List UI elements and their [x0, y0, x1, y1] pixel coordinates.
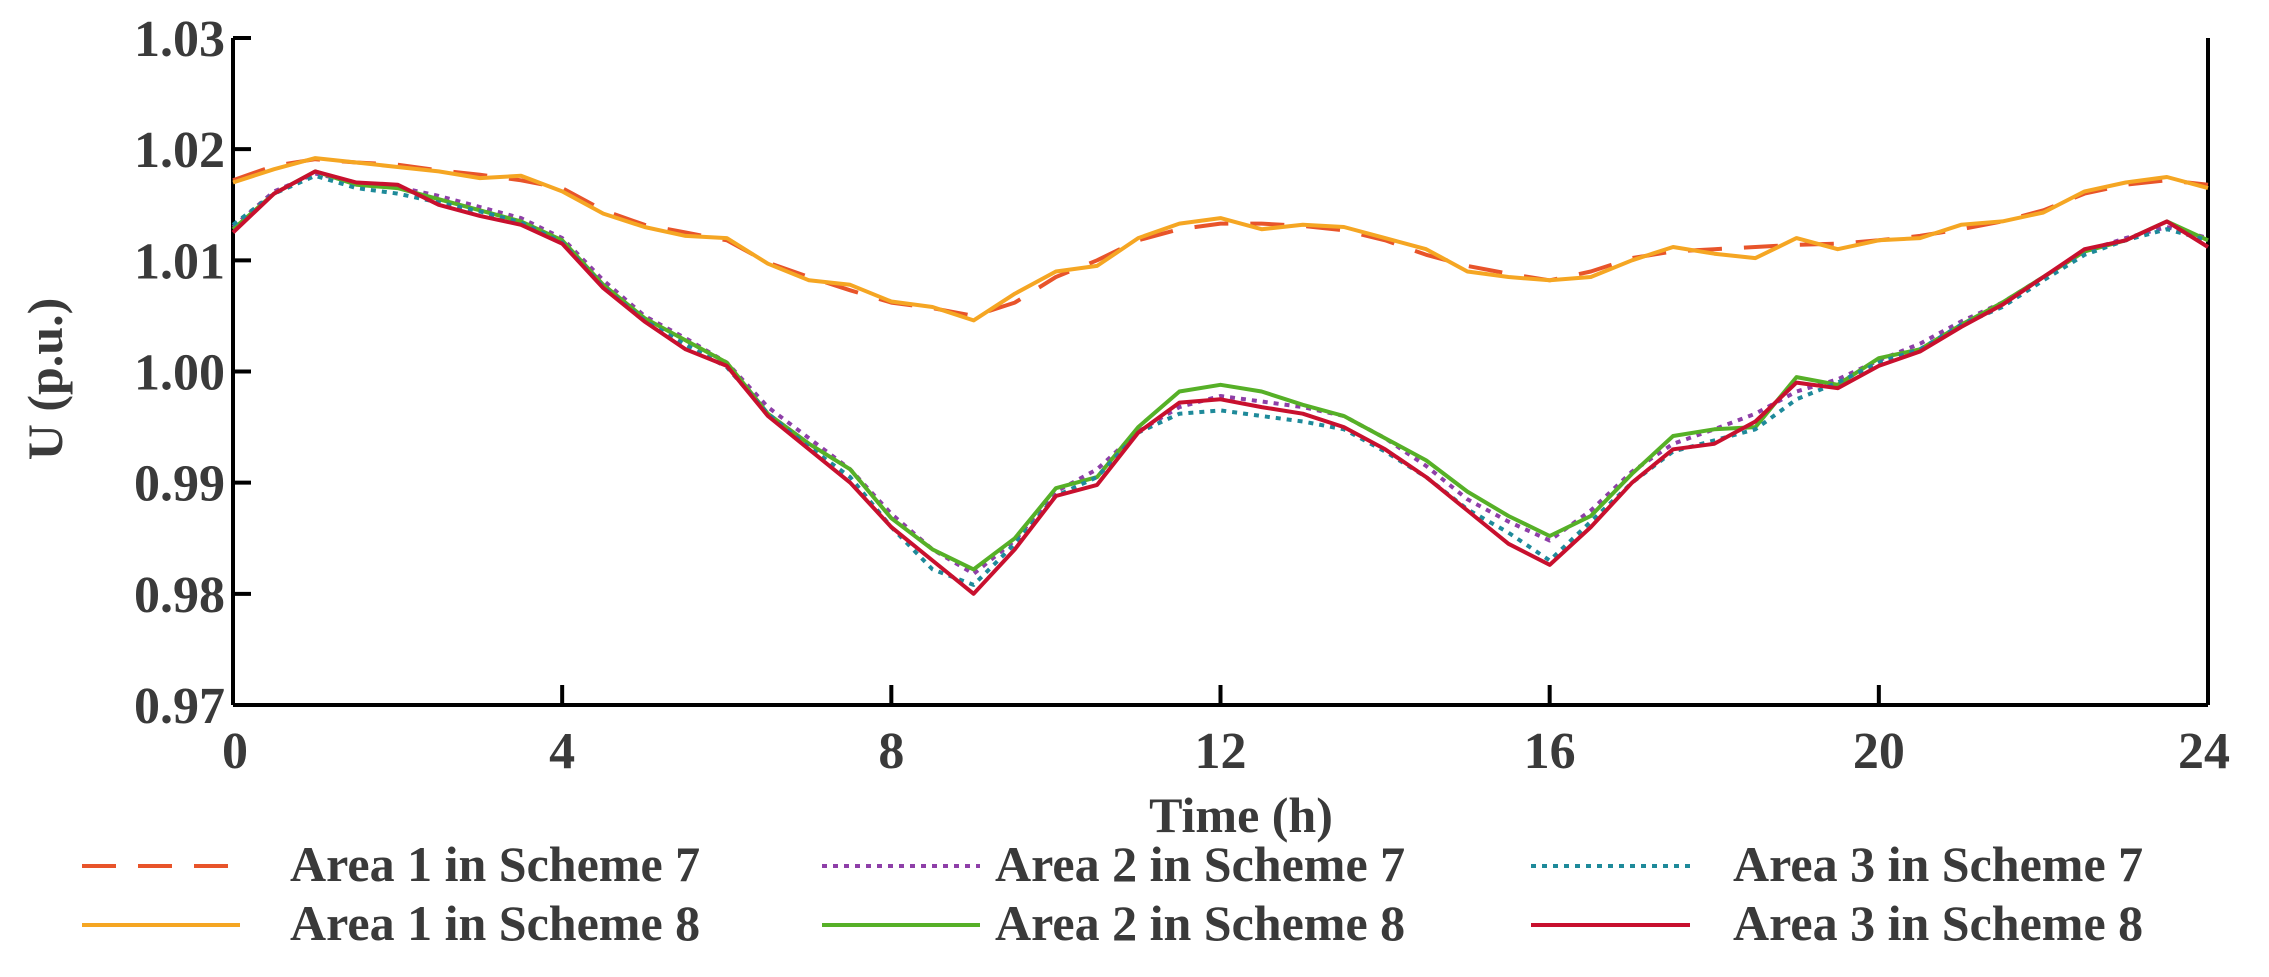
legend-label: Area 2 in Scheme 8	[995, 895, 1405, 951]
series-line-4	[231, 169, 2209, 572]
x-tick-label: 0	[222, 723, 248, 780]
y-tick-label: 1.03	[134, 11, 225, 68]
legend-label: Area 2 in Scheme 7	[995, 836, 1405, 892]
x-axis-title: Time (h)	[1149, 787, 1333, 843]
y-tick-label: 0.97	[134, 678, 225, 735]
legend-label: Area 3 in Scheme 7	[1733, 836, 2143, 892]
x-tick-label: 8	[878, 723, 904, 780]
y-tick-label: 1.01	[134, 233, 225, 290]
y-tick-label: 1.02	[134, 122, 225, 179]
x-tick-label: 20	[1853, 723, 1905, 780]
legend-label: Area 3 in Scheme 8	[1733, 895, 2143, 951]
legend-label: Area 1 in Scheme 8	[290, 895, 700, 951]
x-tick-label: 24	[2178, 723, 2230, 780]
x-tick-label: 16	[1524, 723, 1576, 780]
x-tick-label: 12	[1195, 723, 1247, 780]
x-axis: 0 4 8 12 16 20 24	[222, 685, 2230, 780]
series-line-3	[231, 171, 2209, 576]
legend-label: Area 1 in Scheme 7	[290, 836, 700, 892]
y-axis: 0.97 0.98 0.99 1.00 1.01 1.02 1.03	[134, 11, 251, 735]
y-tick-label: 0.99	[134, 456, 225, 513]
y-tick-label: 1.00	[134, 345, 225, 402]
series-line-6	[231, 169, 2210, 596]
series-layer	[231, 156, 2210, 596]
series-line-2	[232, 156, 2209, 323]
plot-frame	[231, 38, 2210, 707]
y-tick-label: 0.98	[134, 567, 225, 624]
x-tick-label: 4	[549, 723, 575, 780]
y-axis-title: U (p.u.)	[17, 298, 73, 461]
